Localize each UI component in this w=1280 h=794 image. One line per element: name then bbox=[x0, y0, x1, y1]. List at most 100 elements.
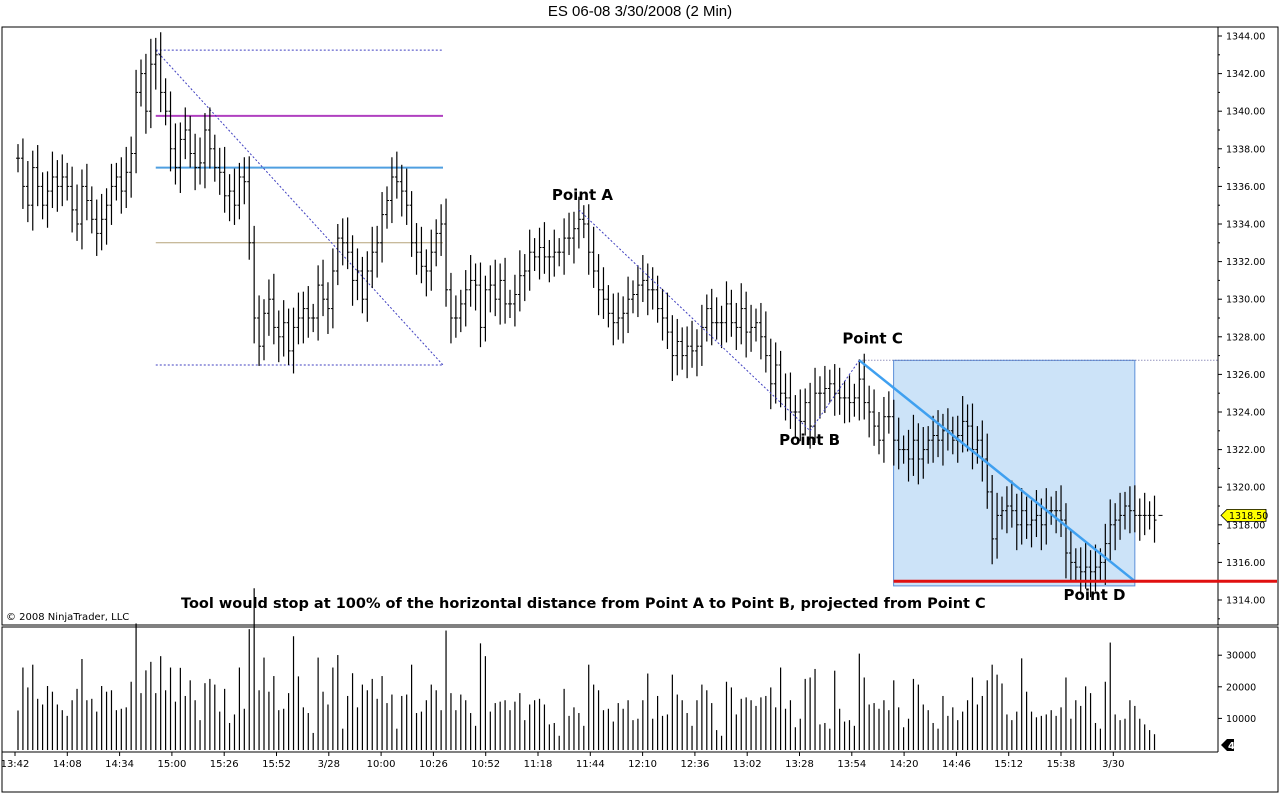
price-bar bbox=[867, 385, 872, 438]
price-bar bbox=[193, 133, 198, 191]
price-bar bbox=[635, 265, 640, 318]
price-bar bbox=[468, 255, 473, 307]
price-bar bbox=[50, 151, 55, 209]
price-bar bbox=[119, 157, 124, 214]
price-bar bbox=[493, 259, 498, 317]
x-tick-label: 15:52 bbox=[262, 759, 291, 770]
price-bar bbox=[129, 136, 134, 198]
price-bar bbox=[16, 144, 20, 173]
last-price-marker bbox=[1220, 509, 1267, 522]
price-bar bbox=[798, 389, 803, 442]
price-bar bbox=[79, 169, 84, 250]
price-bar bbox=[335, 224, 340, 286]
price-bar bbox=[1019, 488, 1024, 545]
y-tick-label: 1336.00 bbox=[1226, 182, 1265, 193]
price-bar bbox=[547, 239, 552, 283]
y-tick-label: 1328.00 bbox=[1226, 332, 1265, 343]
x-tick-label: 11:18 bbox=[524, 759, 553, 770]
price-bar bbox=[375, 225, 380, 278]
price-bar bbox=[734, 302, 739, 350]
price-bar bbox=[306, 286, 311, 338]
x-tick-label: 13:28 bbox=[785, 759, 814, 770]
price-bar bbox=[409, 191, 414, 257]
price-bar bbox=[1073, 548, 1078, 582]
price-bar bbox=[89, 186, 94, 234]
price-bar bbox=[286, 308, 291, 365]
price-bar bbox=[389, 157, 394, 224]
price-bar bbox=[852, 383, 857, 417]
price-bar bbox=[453, 295, 458, 338]
price-bar bbox=[754, 308, 758, 342]
price-bar bbox=[1118, 492, 1123, 540]
price-bar bbox=[345, 217, 350, 270]
price-bar bbox=[1147, 501, 1152, 530]
price-bar bbox=[832, 364, 837, 416]
price-bar bbox=[399, 164, 404, 217]
price-bar bbox=[139, 59, 143, 107]
price-bar bbox=[419, 226, 424, 284]
price-bar bbox=[690, 320, 695, 368]
price-bar bbox=[680, 327, 685, 370]
price-bar bbox=[370, 226, 375, 288]
price-bar bbox=[340, 218, 345, 266]
price-bar bbox=[1123, 491, 1127, 530]
price-bar bbox=[232, 168, 237, 225]
last-price-label: 1318.50 bbox=[1229, 511, 1268, 522]
price-bar bbox=[552, 229, 557, 277]
price-bar bbox=[1103, 523, 1108, 585]
price-bar bbox=[532, 238, 537, 271]
price-bar bbox=[645, 263, 650, 316]
y-tick-label: 1338.00 bbox=[1226, 144, 1265, 155]
price-bar bbox=[20, 138, 25, 209]
price-bar bbox=[40, 172, 45, 220]
price-bar bbox=[596, 254, 601, 316]
y-tick-label: 1314.00 bbox=[1226, 596, 1265, 607]
y-tick-label: 1342.00 bbox=[1226, 69, 1265, 80]
price-bar bbox=[921, 427, 926, 479]
x-tick-label: 14:20 bbox=[890, 759, 919, 770]
price-bar bbox=[1093, 544, 1098, 592]
price-bar bbox=[857, 359, 862, 421]
price-bar bbox=[1054, 490, 1059, 534]
price-bar bbox=[1009, 480, 1014, 528]
price-bar bbox=[694, 329, 699, 377]
price-bar bbox=[355, 248, 360, 301]
price-bar bbox=[262, 299, 266, 361]
price-bar bbox=[783, 373, 788, 421]
price-bar bbox=[817, 376, 822, 419]
price-bar bbox=[1088, 550, 1093, 598]
price-bar bbox=[365, 251, 370, 322]
price-bar bbox=[793, 395, 798, 438]
price-bar bbox=[478, 262, 483, 348]
y-tick-label: 1330.00 bbox=[1226, 295, 1265, 306]
volume-last-marker bbox=[1221, 739, 1234, 751]
price-bar bbox=[134, 69, 139, 174]
price-bar bbox=[758, 302, 763, 360]
price-bar bbox=[557, 238, 562, 267]
price-bar bbox=[586, 204, 591, 275]
price-bar bbox=[291, 307, 296, 374]
price-bar bbox=[212, 134, 217, 182]
price-bar bbox=[281, 300, 286, 357]
price-bar bbox=[163, 78, 168, 126]
price-bar bbox=[1049, 496, 1054, 525]
price-bar bbox=[704, 294, 709, 342]
price-bar bbox=[70, 166, 75, 233]
price-bar bbox=[458, 289, 463, 333]
volume-last-label: 4 bbox=[1228, 741, 1235, 752]
price-bar bbox=[537, 227, 542, 280]
price-bar bbox=[65, 162, 70, 201]
price-bar bbox=[276, 310, 281, 363]
price-bar bbox=[271, 273, 276, 345]
price-bar bbox=[227, 174, 232, 222]
price-bar bbox=[562, 218, 567, 275]
price-bar bbox=[744, 291, 749, 358]
copyright-label: © 2008 NinjaTrader, LLC bbox=[6, 612, 129, 623]
x-tick-label: 12:36 bbox=[680, 759, 709, 770]
price-bar bbox=[217, 147, 222, 195]
price-bar bbox=[931, 415, 936, 463]
price-bar bbox=[773, 342, 778, 404]
price-bar bbox=[975, 426, 980, 464]
price-bar bbox=[45, 171, 50, 228]
